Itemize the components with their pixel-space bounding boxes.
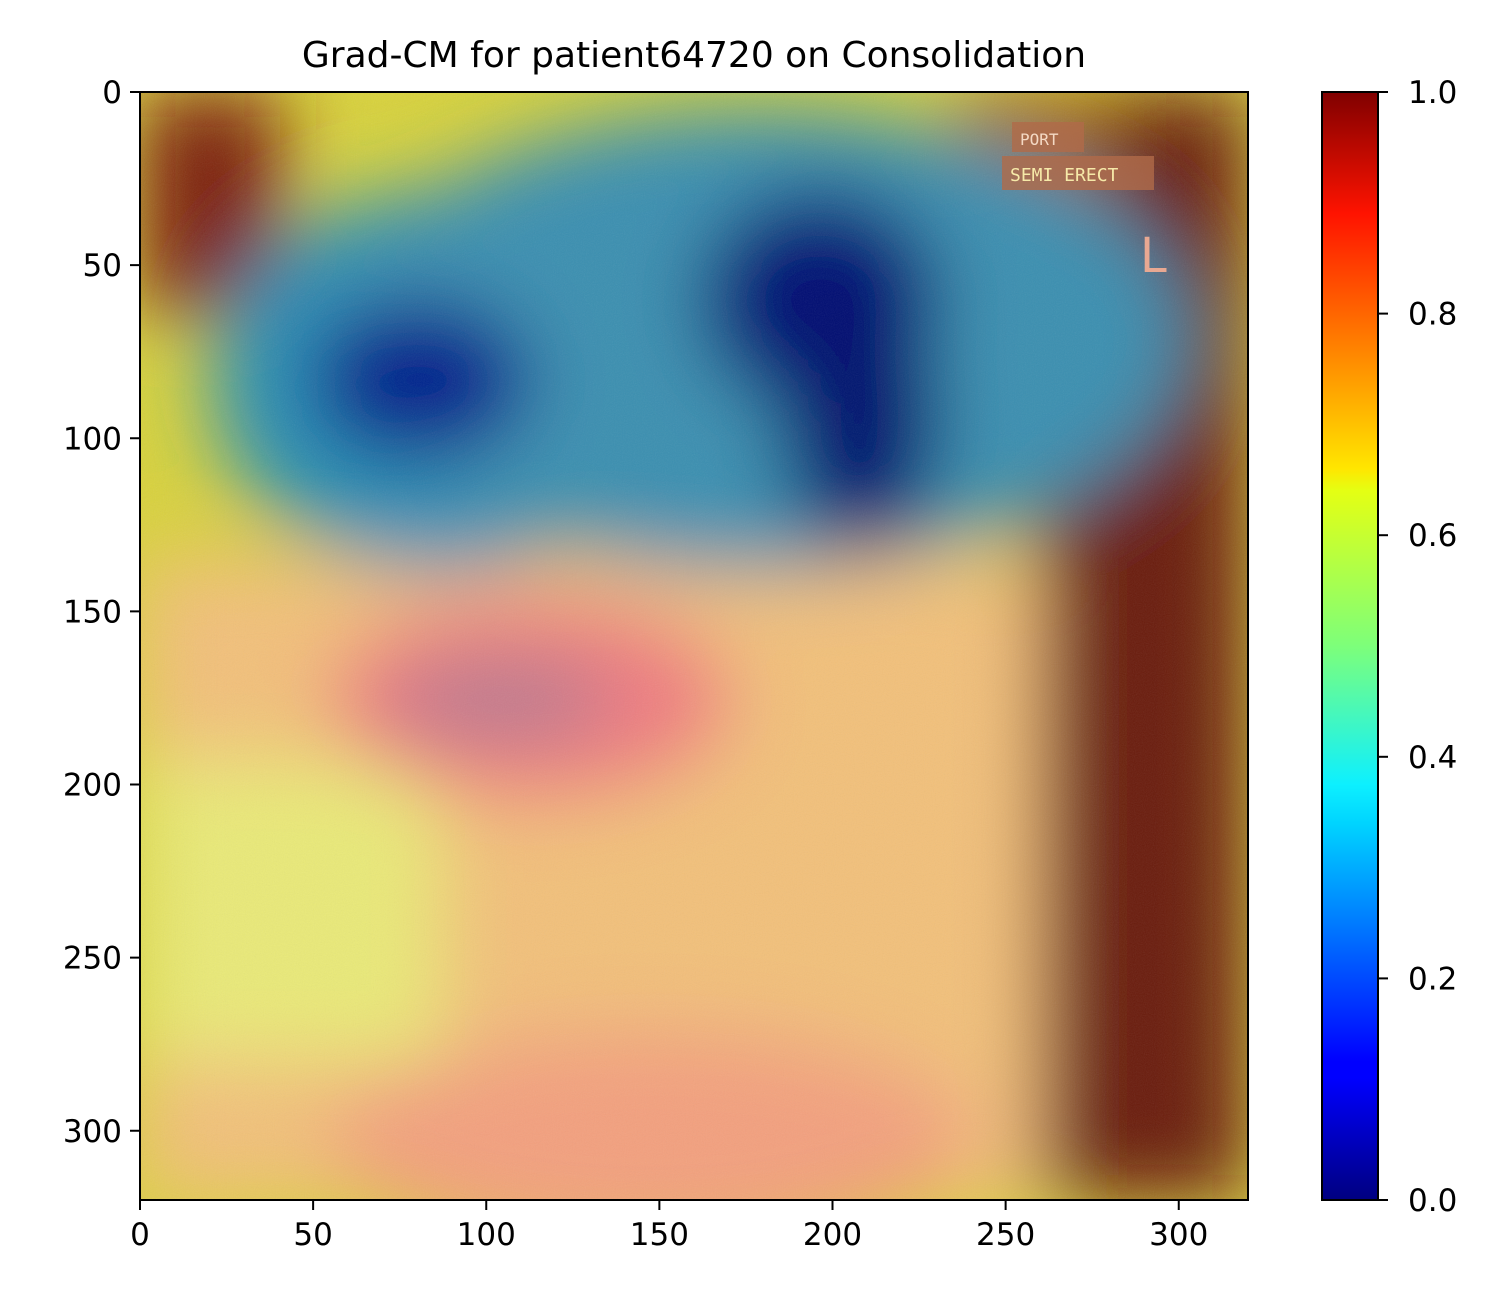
image-text-port: PORT <box>1020 130 1059 149</box>
colorbar-tick-label: 0.2 <box>1408 961 1457 997</box>
x-tick-label: 100 <box>457 1217 516 1253</box>
plot-frame <box>139 91 1249 1201</box>
x-axis-ticks: 0 50 100 150 200 250 300 <box>130 1200 1208 1253</box>
y-tick-label: 300 <box>63 1114 122 1150</box>
y-tick-label: 150 <box>63 594 122 630</box>
colorbar-ticks: 0.0 0.2 0.4 0.6 0.8 1.0 <box>1378 75 1457 1219</box>
x-tick-label: 50 <box>293 1217 332 1253</box>
y-tick-label: 250 <box>63 941 122 977</box>
colorbar <box>1321 91 1379 1201</box>
image-text-erect: SEMI ERECT <box>1010 165 1119 186</box>
y-tick-label: 200 <box>63 768 122 804</box>
y-tick-label: 50 <box>83 248 122 284</box>
colorbar-tick-label: 1.0 <box>1408 75 1457 111</box>
colorbar-tick-label: 0.4 <box>1408 740 1457 776</box>
y-tick-label: 0 <box>102 75 122 111</box>
image-text-marker: L <box>1140 228 1167 284</box>
x-tick-label: 250 <box>976 1217 1035 1253</box>
x-tick-label: 150 <box>630 1217 689 1253</box>
x-tick-label: 200 <box>803 1217 862 1253</box>
x-tick-label: 300 <box>1149 1217 1208 1253</box>
chart-title: Grad-CM for patient64720 on Consolidatio… <box>302 35 1086 76</box>
colorbar-tick-label: 0.8 <box>1408 297 1457 333</box>
x-tick-label: 0 <box>130 1217 150 1253</box>
colorbar-tick-label: 0.6 <box>1408 518 1457 554</box>
y-axis-ticks: 0 50 100 150 200 250 300 <box>63 75 140 1150</box>
y-tick-label: 100 <box>63 421 122 457</box>
heatmap-plot: PORT SEMI ERECT L <box>140 92 1248 1200</box>
colorbar-tick-label: 0.0 <box>1408 1183 1457 1219</box>
